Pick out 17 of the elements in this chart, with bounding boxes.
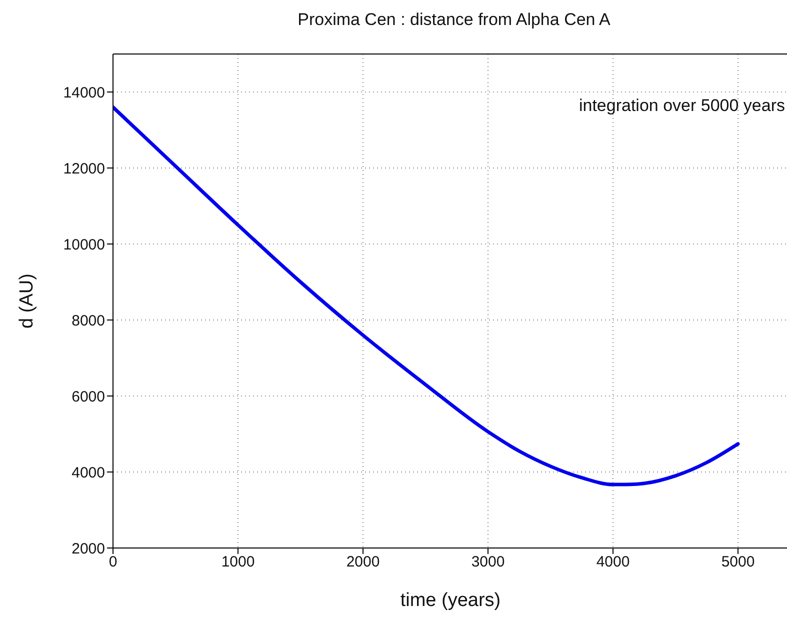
y-tick-label: 8000: [72, 312, 105, 330]
y-tick-label: 10000: [63, 236, 105, 254]
y-tick-label: 12000: [63, 160, 105, 178]
x-tick-label: 4000: [596, 554, 630, 571]
x-tick-label: 3000: [471, 554, 505, 571]
y-tick-label: 14000: [63, 84, 105, 102]
x-tick-label: 2000: [346, 554, 380, 571]
x-tick-label: 5000: [721, 554, 755, 571]
annotation: integration over 5000 years: [578, 96, 785, 116]
y-tick-label: 6000: [72, 388, 105, 406]
x-tick-label: 0: [108, 554, 118, 571]
x-axis-title: time (years): [400, 590, 501, 611]
x-tick-label: 1000: [221, 554, 255, 571]
y-tick-label: 2000: [72, 540, 105, 558]
y-axis-title: d (AU): [16, 274, 38, 328]
y-tick-label: 4000: [72, 464, 105, 482]
chart-title: Proxima Cen : distance from Alpha Cen A: [296, 10, 612, 30]
